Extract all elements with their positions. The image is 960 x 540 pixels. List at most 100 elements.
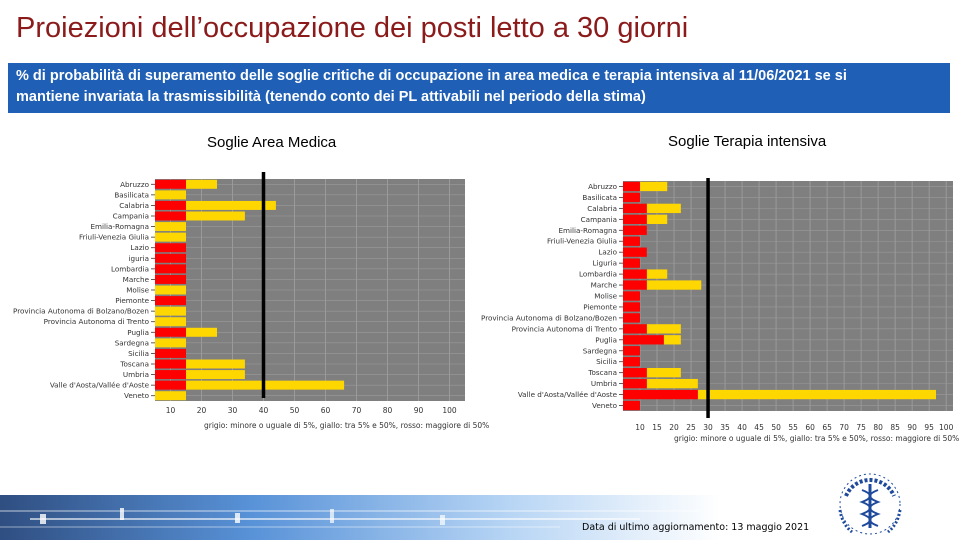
footer-lines-decoration bbox=[0, 508, 700, 528]
bar-yellow-ti bbox=[646, 378, 698, 389]
xtick-label-ti: 35 bbox=[720, 423, 730, 432]
category-label-am: Sicilia bbox=[128, 349, 149, 358]
legend-caption-am: grigio: minore o uguale di 5%, giallo: t… bbox=[204, 421, 489, 430]
bar-red-am bbox=[155, 296, 186, 306]
category-label-ti: Piemonte bbox=[583, 302, 617, 311]
bar-red-am bbox=[155, 359, 186, 369]
xtick-label-ti: 45 bbox=[754, 423, 764, 432]
bar-red-ti bbox=[623, 236, 641, 246]
xtick-label-am: 60 bbox=[321, 406, 331, 415]
xtick-label-ti: 60 bbox=[805, 423, 815, 432]
category-label-am: iguria bbox=[129, 254, 149, 263]
xtick-label-ti: 70 bbox=[839, 423, 849, 432]
category-label-ti: Calabria bbox=[587, 204, 617, 213]
xtick-label-am: 90 bbox=[414, 406, 424, 415]
bar-yellow-am bbox=[186, 359, 245, 369]
category-label-am: Basilicata bbox=[114, 190, 149, 199]
xtick-label-am: 80 bbox=[383, 406, 393, 415]
category-label-ti: Provincia Autonoma di Bolzano/Bozen bbox=[481, 313, 617, 322]
xtick-label-am: 20 bbox=[197, 406, 207, 415]
bar-yellow-ti bbox=[640, 181, 668, 192]
bar-yellow-am bbox=[155, 338, 186, 348]
category-label-am: Molise bbox=[126, 286, 149, 295]
xtick-label-am: 30 bbox=[228, 406, 238, 415]
category-label-am: Puglia bbox=[127, 328, 149, 337]
bar-yellow-ti bbox=[646, 203, 681, 214]
xtick-label-ti: 15 bbox=[652, 423, 662, 432]
bar-red-ti bbox=[623, 368, 647, 378]
bar-yellow-am bbox=[155, 190, 186, 200]
category-label-am: Valle d'Aosta/Vallée d'Aoste bbox=[50, 381, 150, 390]
category-label-am: Emilia-Romagna bbox=[90, 222, 149, 231]
bar-red-ti bbox=[623, 280, 647, 290]
xtick-label-ti: 100 bbox=[939, 423, 954, 432]
xtick-label-am: 50 bbox=[290, 406, 300, 415]
bar-red-ti bbox=[623, 335, 664, 345]
category-label-am: Lombardia bbox=[111, 264, 149, 273]
xtick-label-am: 40 bbox=[259, 406, 269, 415]
bar-red-ti bbox=[623, 192, 641, 203]
category-label-ti: Marche bbox=[591, 281, 618, 290]
category-label-am: Umbria bbox=[123, 370, 149, 379]
category-label-ti: Abruzzo bbox=[588, 182, 617, 191]
chart-title-terapia-intensiva: Soglie Terapia intensiva bbox=[668, 133, 827, 150]
bar-red-am bbox=[155, 253, 186, 263]
category-label-ti: Basilicata bbox=[582, 193, 617, 202]
banner-line-1: % di probabilità di superamento delle so… bbox=[16, 68, 847, 84]
bar-yellow-am bbox=[155, 391, 186, 401]
xtick-label-ti: 10 bbox=[635, 423, 645, 432]
slide-title: Proiezioni dell’occupazione dei posti le… bbox=[16, 12, 689, 44]
description-banner: % di probabilità di superamento delle so… bbox=[8, 63, 950, 113]
bar-yellow-am bbox=[155, 222, 186, 232]
bar-red-ti bbox=[623, 291, 641, 301]
category-label-ti: Campania bbox=[581, 215, 617, 224]
bar-yellow-am bbox=[155, 306, 186, 316]
bar-yellow-am bbox=[186, 211, 245, 221]
category-label-ti: Molise bbox=[594, 292, 617, 301]
update-note: Data di ultimo aggiornamento: 13 maggio … bbox=[582, 522, 810, 533]
bar-yellow-ti bbox=[663, 335, 681, 345]
category-label-ti: Lombardia bbox=[579, 270, 617, 279]
bar-red-ti bbox=[623, 400, 641, 411]
xtick-label-am: 100 bbox=[442, 406, 457, 415]
xtick-label-ti: 30 bbox=[703, 423, 713, 432]
bar-red-ti bbox=[623, 346, 641, 356]
bar-yellow-ti bbox=[646, 269, 668, 279]
xtick-label-am: 70 bbox=[352, 406, 362, 415]
bar-yellow-am bbox=[186, 179, 217, 189]
xtick-label-ti: 95 bbox=[924, 423, 934, 432]
bar-red-am bbox=[155, 200, 186, 210]
category-label-am: Lazio bbox=[130, 243, 149, 252]
category-label-ti: Sardegna bbox=[583, 346, 617, 355]
bar-yellow-ti bbox=[646, 368, 681, 378]
category-label-am: Toscana bbox=[119, 360, 149, 369]
bar-red-am bbox=[155, 327, 186, 337]
category-label-ti: Friuli-Venezia Giulia bbox=[547, 237, 617, 246]
xtick-label-ti: 80 bbox=[873, 423, 883, 432]
bar-red-am bbox=[155, 211, 186, 221]
bar-yellow-am bbox=[186, 200, 276, 210]
bar-red-am bbox=[155, 264, 186, 274]
xtick-label-ti: 25 bbox=[686, 423, 696, 432]
category-label-am: Campania bbox=[113, 212, 149, 221]
bar-red-ti bbox=[623, 324, 647, 334]
bar-red-ti bbox=[623, 313, 641, 323]
bar-red-ti bbox=[623, 247, 647, 257]
bar-yellow-am bbox=[155, 285, 186, 295]
category-label-ti: Umbria bbox=[591, 379, 617, 388]
bar-red-am bbox=[155, 370, 186, 380]
xtick-label-ti: 55 bbox=[788, 423, 798, 432]
xtick-label-ti: 90 bbox=[907, 423, 917, 432]
category-label-am: Calabria bbox=[119, 201, 149, 210]
bar-yellow-ti bbox=[646, 214, 668, 224]
category-label-ti: Puglia bbox=[595, 335, 617, 344]
category-label-am: Provincia Autonoma di Bolzano/Bozen bbox=[13, 307, 149, 316]
category-label-ti: Valle d'Aosta/Vallée d'Aoste bbox=[518, 390, 618, 399]
category-label-ti: Liguria bbox=[593, 259, 617, 268]
xtick-label-am: 10 bbox=[166, 406, 176, 415]
category-label-ti: Sicilia bbox=[596, 357, 617, 366]
xtick-label-ti: 40 bbox=[737, 423, 747, 432]
xtick-label-ti: 75 bbox=[856, 423, 866, 432]
bar-red-am bbox=[155, 179, 186, 189]
